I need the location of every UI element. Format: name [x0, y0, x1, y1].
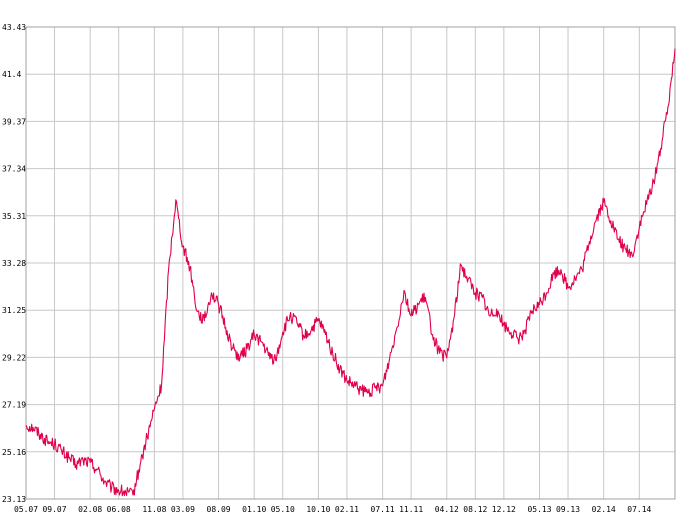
y-tick-label: 35.31	[2, 212, 26, 221]
x-tick-label: 09.07	[42, 505, 66, 514]
x-tick-label: 09.13	[556, 505, 580, 514]
x-axis-ticks: 05.07 09.07 02.08 06.08 11.08 03.09 08.09 01.10…	[14, 505, 652, 514]
y-axis-ticks: 23.13 25.16 27.19 29.22 31.25 33.28 35.31 37.34…	[2, 23, 26, 504]
x-tick-label: 01.10	[242, 505, 266, 514]
series-layer	[25, 48, 676, 497]
y-tick-label: 43.43	[2, 23, 26, 32]
x-tick-label: 05.07	[14, 505, 38, 514]
x-tick-label: 04.12	[435, 505, 459, 514]
y-tick-label: 31.25	[2, 306, 26, 315]
x-tick-label: 02.14	[592, 505, 616, 514]
x-tick-label: 05.10	[271, 505, 295, 514]
x-tick-label: 05.13	[527, 505, 551, 514]
y-tick-label: 29.22	[2, 353, 26, 362]
x-tick-label: 06.08	[107, 505, 131, 514]
y-tick-label: 37.34	[2, 165, 26, 174]
x-tick-label: 11.11	[399, 505, 423, 514]
x-tick-label: 07.11	[371, 505, 395, 514]
x-tick-label: 07.14	[627, 505, 651, 514]
plot-frame	[25, 26, 676, 500]
grid-lines	[25, 26, 675, 500]
y-tick-label: 25.16	[2, 448, 26, 457]
x-tick-label: 11.08	[142, 505, 166, 514]
y-tick-label: 41.4	[2, 70, 21, 79]
x-tick-label: 08.09	[207, 505, 231, 514]
x-tick-label: 03.09	[171, 505, 195, 514]
x-tick-label: 02.08	[78, 505, 102, 514]
price-series-line	[25, 48, 676, 497]
y-tick-label: 23.13	[2, 495, 26, 504]
plot-border	[25, 26, 676, 500]
x-tick-label: 10.10	[306, 505, 330, 514]
x-tick-label: 08.12	[463, 505, 487, 514]
x-tick-label: 12.12	[492, 505, 516, 514]
x-tick-label: 02.11	[335, 505, 359, 514]
y-tick-label: 39.37	[2, 117, 26, 126]
y-tick-label: 27.19	[2, 401, 26, 410]
y-tick-label: 33.28	[2, 259, 26, 268]
